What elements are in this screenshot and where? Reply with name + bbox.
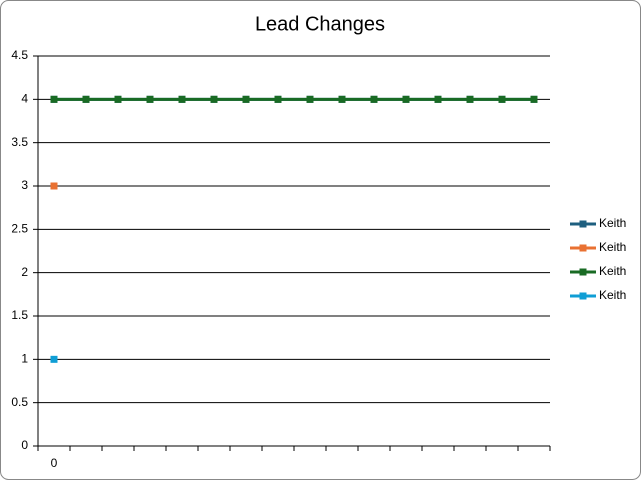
series-marker: [146, 95, 154, 103]
y-tick-label: 4.5: [11, 48, 28, 62]
series-marker: [498, 95, 506, 103]
legend-label: Keith: [599, 288, 626, 302]
y-tick-label: 2: [21, 265, 28, 279]
series-marker: [50, 355, 58, 363]
legend-marker: [579, 268, 587, 276]
series-marker: [178, 95, 186, 103]
y-tick-label: 3: [21, 178, 28, 192]
y-tick-label: 1: [21, 352, 28, 366]
y-tick-label: 0: [21, 438, 28, 452]
y-tick-label: 4: [21, 92, 28, 106]
y-tick-label: 2.5: [11, 222, 28, 236]
series-marker: [50, 95, 58, 103]
series-marker: [274, 95, 282, 103]
series-marker: [242, 95, 250, 103]
y-tick-label: 1.5: [11, 308, 28, 322]
series-marker: [466, 95, 474, 103]
series-marker: [338, 95, 346, 103]
legend-label: Keith: [599, 216, 626, 230]
series-marker: [82, 95, 90, 103]
series-marker: [530, 95, 538, 103]
chart-title: Lead Changes: [255, 13, 385, 35]
legend-marker: [579, 292, 587, 300]
legend-marker: [579, 244, 587, 252]
series-marker: [402, 95, 410, 103]
y-tick-label: 0.5: [11, 395, 28, 409]
series-marker: [370, 95, 378, 103]
series-marker: [114, 95, 122, 103]
x-tick-label: 0: [51, 456, 58, 470]
series-marker: [434, 95, 442, 103]
legend-label: Keith: [599, 240, 626, 254]
series-marker: [50, 182, 58, 190]
y-tick-label: 3.5: [11, 135, 28, 149]
legend-marker: [579, 220, 587, 228]
legend-label: Keith: [599, 264, 626, 278]
series-marker: [306, 95, 314, 103]
series-marker: [210, 95, 218, 103]
